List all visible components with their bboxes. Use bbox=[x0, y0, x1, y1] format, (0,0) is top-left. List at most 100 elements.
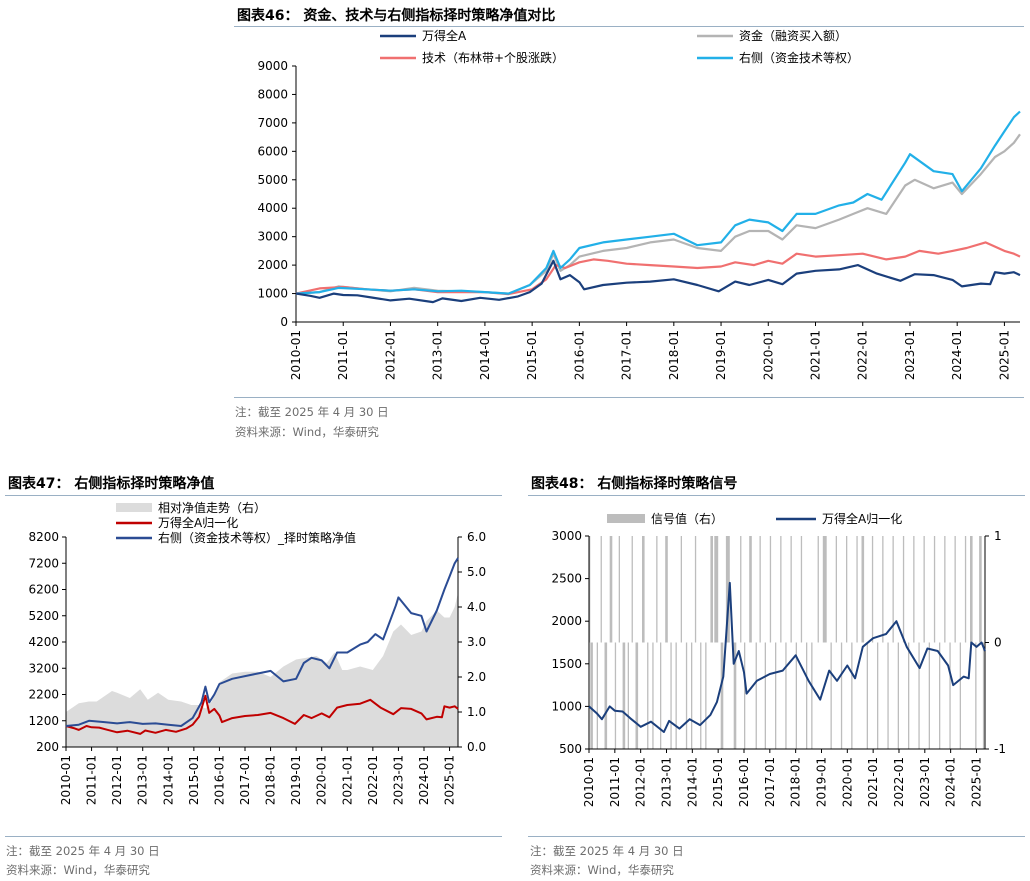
fig47-x-tick-label: 2022-01 bbox=[366, 755, 380, 805]
fig46-x-tick-label: 2022-01 bbox=[856, 330, 870, 380]
fig46-x-tick-label: 2016-01 bbox=[572, 330, 586, 380]
fig47-legend-swatch bbox=[116, 503, 152, 512]
fig48-y-tick-label: 2500 bbox=[551, 572, 582, 586]
fig47-y2-tick-label: 1.0 bbox=[467, 705, 486, 719]
fig48-x-tick-label: 2025-01 bbox=[969, 757, 983, 807]
fig48-signal-bar bbox=[755, 642, 757, 749]
fig47-legend-label: 右侧（资金技术等权）_择时策略净值 bbox=[158, 530, 356, 545]
fig46-y-tick-label: 5000 bbox=[257, 173, 288, 187]
fig48-y-tick-label: 500 bbox=[559, 742, 582, 756]
fig48-signal-bar bbox=[660, 642, 662, 749]
fig48-signal-bar bbox=[822, 536, 827, 643]
fig47-note: 注：截至 2025 年 4 月 30 日 bbox=[6, 844, 160, 858]
fig48-signal-bar bbox=[892, 536, 894, 643]
fig47-x-tick-label: 2019-01 bbox=[289, 755, 303, 805]
fig48-signal-bar bbox=[882, 536, 884, 643]
fig48-signal-bar bbox=[705, 642, 707, 749]
fig48-signal-bar bbox=[714, 536, 719, 643]
fig47-x-tick-label: 2020-01 bbox=[315, 755, 329, 805]
fig47-y-tick-label: 4200 bbox=[28, 635, 59, 649]
fig46-x-tick-label: 2013-01 bbox=[431, 330, 445, 380]
fig46-y-tick-label: 8000 bbox=[257, 87, 288, 101]
fig48-signal-bar bbox=[861, 536, 865, 643]
fig48-signal-bar bbox=[694, 536, 697, 643]
fig48-signal-bar bbox=[733, 642, 737, 749]
fig48-title: 图表48： 右侧指标择时策略信号 bbox=[531, 476, 738, 492]
fig47-top-rule bbox=[5, 495, 502, 496]
fig46-x-tick-label: 2020-01 bbox=[761, 330, 775, 380]
fig48-signal-bar bbox=[811, 642, 813, 749]
fig48-x-tick-label: 2013-01 bbox=[659, 757, 673, 807]
fig47-y-tick-label: 5200 bbox=[28, 609, 59, 623]
fig48-source: 资料来源：Wind，华泰研究 bbox=[530, 863, 674, 877]
fig48-signal-bar bbox=[596, 642, 598, 749]
fig46-x-tick-label: 2024-01 bbox=[950, 330, 964, 380]
fig48-signal-bar bbox=[710, 536, 713, 643]
fig48-x-tick-label: 2014-01 bbox=[685, 757, 699, 807]
fig48-signal-bar bbox=[642, 536, 645, 643]
fig46-x-tick-label: 2017-01 bbox=[620, 330, 634, 380]
fig48-signal-bar bbox=[954, 536, 956, 643]
fig47-x-tick-label: 2010-01 bbox=[59, 755, 73, 805]
fig46-top-rule bbox=[234, 26, 1024, 27]
fig48-signal-bar bbox=[902, 536, 905, 643]
fig47-y-tick-label: 200 bbox=[36, 740, 59, 754]
fig46-series-line bbox=[295, 110, 1021, 295]
fig48-signal-bar bbox=[923, 536, 925, 643]
fig48-signal-bar bbox=[769, 536, 772, 643]
fig48-signal-bar bbox=[918, 642, 920, 749]
fig46-source: 资料来源：Wind，华泰研究 bbox=[235, 425, 379, 439]
fig48-signal-bar bbox=[790, 536, 792, 643]
fig48-legend-label: 万得全A归一化 bbox=[822, 511, 902, 526]
fig47-y-tick-label: 7200 bbox=[28, 556, 59, 570]
fig47-x-tick-label: 2011-01 bbox=[85, 755, 99, 805]
fig48-signal-bar bbox=[964, 536, 967, 643]
fig48-x-tick-label: 2015-01 bbox=[711, 757, 725, 807]
fig48-signal-bar bbox=[780, 536, 782, 643]
fig48-signal-bar bbox=[600, 536, 602, 643]
fig48-signal-bar bbox=[806, 642, 808, 749]
fig48-signal-bar bbox=[856, 536, 858, 643]
fig48-signal-bar bbox=[622, 642, 626, 749]
fig46-y-tick-label: 3000 bbox=[257, 230, 288, 244]
fig46-x-tick-label: 2021-01 bbox=[809, 330, 823, 380]
fig46-series-line bbox=[295, 241, 1021, 296]
fig47-x-tick-label: 2014-01 bbox=[161, 755, 175, 805]
fig47-relative-area bbox=[66, 593, 458, 747]
fig47-y2-tick-label: 6.0 bbox=[467, 530, 486, 544]
fig48-signal-bar bbox=[928, 642, 930, 749]
fig47-y2-tick-label: 2.0 bbox=[467, 670, 486, 684]
fig47-x-tick-label: 2018-01 bbox=[264, 755, 278, 805]
fig48-signal-bar bbox=[670, 642, 672, 749]
fig48-x-tick-label: 2017-01 bbox=[763, 757, 777, 807]
fig46-y-tick-label: 9000 bbox=[257, 59, 288, 73]
fig48-signal-bar bbox=[631, 536, 633, 643]
fig48-x-tick-label: 2024-01 bbox=[944, 757, 958, 807]
fig48-signal-bar bbox=[764, 642, 766, 749]
fig48-x-tick-label: 2023-01 bbox=[918, 757, 932, 807]
fig46-legend-label: 右侧（资金技术等权） bbox=[739, 50, 859, 65]
fig47-series-line bbox=[65, 694, 459, 735]
fig48-x-tick-label: 2018-01 bbox=[789, 757, 803, 807]
fig48-x-tick-label: 2012-01 bbox=[634, 757, 648, 807]
fig48-signal-bar bbox=[618, 536, 620, 643]
fig46-series-line bbox=[295, 259, 1021, 304]
fig48-signal-bar bbox=[700, 642, 702, 749]
fig47-x-tick-label: 2012-01 bbox=[110, 755, 124, 805]
fig46-note: 注：截至 2025 年 4 月 30 日 bbox=[235, 405, 389, 419]
fig48-signal-bar bbox=[720, 642, 724, 749]
fig48-signal-bar bbox=[725, 536, 730, 643]
fig48-signal-bar bbox=[635, 642, 639, 749]
fig48-signal-bar bbox=[795, 642, 797, 749]
fig46-y-tick-label: 4000 bbox=[257, 201, 288, 215]
fig48-signal-bar bbox=[830, 642, 832, 749]
fig48-signal-bar bbox=[949, 642, 951, 749]
fig48-signal-bar bbox=[785, 642, 787, 749]
fig47-title: 图表47： 右侧指标择时策略净值 bbox=[8, 476, 215, 492]
fig48-signal-bar bbox=[887, 642, 889, 749]
fig47-y2-tick-label: 5.0 bbox=[467, 565, 486, 579]
fig48-signal-bar bbox=[740, 536, 742, 643]
fig48-signal-bar bbox=[835, 536, 837, 643]
